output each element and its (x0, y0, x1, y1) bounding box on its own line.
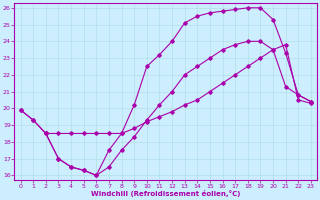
X-axis label: Windchill (Refroidissement éolien,°C): Windchill (Refroidissement éolien,°C) (91, 190, 240, 197)
